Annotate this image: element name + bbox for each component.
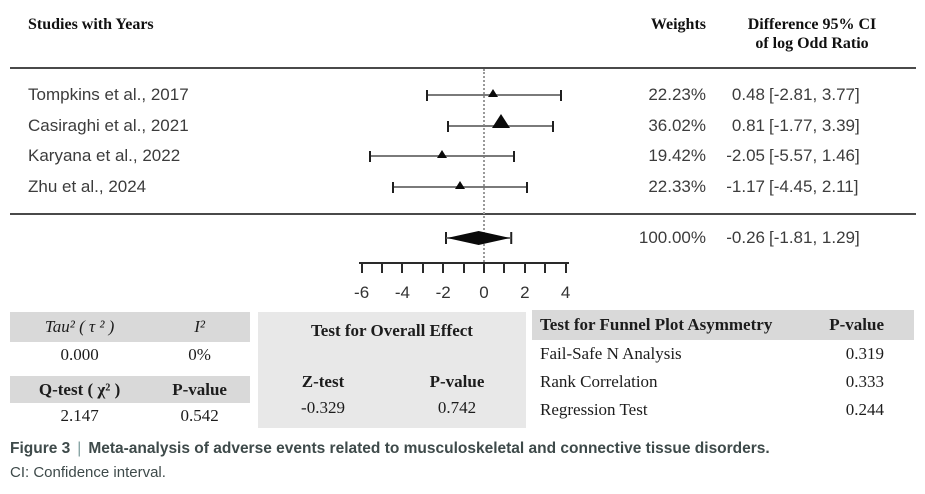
studies-column-header: Studies with Years <box>28 16 154 33</box>
study-ci: [-4.45, 2.11] <box>769 177 859 196</box>
study-weight: 22.33% <box>648 177 706 196</box>
x-axis-tick-label: -4 <box>394 283 410 302</box>
study-name: Casiraghi et al., 2021 <box>28 116 189 135</box>
summary-divider-rule <box>10 213 916 215</box>
overall-effect-title: Test for Overall Effect <box>311 321 473 340</box>
x-axis-tick-label: -6 <box>354 283 370 302</box>
ci-endcap <box>526 182 529 193</box>
header-divider-rule <box>10 67 916 69</box>
study-name: Karyana et al., 2022 <box>28 146 181 165</box>
caption-title: Meta-analysis of adverse events related … <box>88 440 770 457</box>
x-axis-tick <box>442 262 445 273</box>
tau2-label: Tau² ( τ ² ) <box>44 317 115 336</box>
caption-separator: | <box>77 440 82 457</box>
qtest-pvalue: 0.542 <box>180 406 219 425</box>
study-weight: 22.23% <box>648 85 706 104</box>
funnel-test-label: Fail-Safe N Analysis <box>540 344 682 363</box>
overall-diamond <box>445 231 513 245</box>
study-ci: [-1.77, 3.39] <box>769 116 860 135</box>
qtest-value: 2.147 <box>60 406 99 425</box>
funnel-title: Test for Funnel Plot Asymmetry <box>540 315 773 334</box>
qtest-label: Q-test ( χ² ) <box>38 380 121 399</box>
heterogeneity-table: Tau² ( τ ² ) I² 0.000 0% Q-test ( χ² ) P… <box>10 312 250 429</box>
figure-caption-note: CI: Confidence interval. <box>10 464 166 481</box>
ztest-value: -0.329 <box>301 398 345 417</box>
funnel-row: Rank Correlation 0.333 <box>532 368 914 396</box>
study-ci: [-5.57, 1.46] <box>769 146 860 165</box>
heterogeneity-value-row: 0.000 0% <box>10 342 250 368</box>
qtest-pvalue-label: P-value <box>172 380 227 399</box>
figure-label: Figure 3 <box>10 440 71 457</box>
funnel-test-label: Rank Correlation <box>540 372 658 391</box>
x-axis-tick <box>523 262 526 273</box>
study-estimate: -1.17 <box>726 177 765 196</box>
overall-estimate: -0.26 <box>726 228 765 247</box>
ci-endcap <box>552 121 555 132</box>
table-gap <box>10 368 250 376</box>
ci-endcap <box>446 121 449 132</box>
difference-column-header-line1: Difference 95% CI <box>747 16 877 33</box>
x-axis-tick-label: 2 <box>520 283 530 302</box>
i2-value: 0% <box>188 345 211 364</box>
x-axis-tick <box>462 262 465 273</box>
funnel-test-pvalue: 0.319 <box>845 344 884 363</box>
ci-endcap <box>369 151 372 162</box>
funnel-row: Fail-Safe N Analysis 0.319 <box>532 340 914 368</box>
figure-caption: Figure 3 | Meta-analysis of adverse events… <box>10 440 915 458</box>
x-axis-tick-label: 0 <box>479 283 489 302</box>
ztest-pvalue: 0.742 <box>437 398 477 417</box>
x-axis-tick <box>421 262 424 273</box>
funnel-test-label: Regression Test <box>540 400 648 419</box>
funnel-row: Regression Test 0.244 <box>532 396 914 424</box>
ci-endcap <box>425 90 428 101</box>
x-axis-tick <box>564 262 567 273</box>
overall-weight: 100.00% <box>638 228 706 247</box>
study-ci: [-2.81, 3.77] <box>769 85 860 104</box>
study-estimate: 0.81 <box>731 116 765 135</box>
weights-column-header: Weights <box>650 16 706 33</box>
heterogeneity-header-row: Tau² ( τ ² ) I² <box>10 312 250 342</box>
funnel-asymmetry-table: Test for Funnel Plot Asymmetry P-value F… <box>532 310 914 424</box>
x-axis-tick-label: -2 <box>435 283 451 302</box>
x-axis-tick <box>360 262 363 273</box>
ci-endcap <box>512 151 515 162</box>
effect-marker-triangle <box>437 150 448 158</box>
study-weight: 36.02% <box>648 116 706 135</box>
study-name: Zhu et al., 2024 <box>28 177 147 196</box>
tau2-value: 0.000 <box>60 345 99 364</box>
study-name: Tompkins et al., 2017 <box>28 85 189 104</box>
x-axis-tick <box>544 262 547 273</box>
ci-endcap <box>392 182 395 193</box>
zero-reference-line <box>483 69 485 273</box>
qtest-value-row: 2.147 0.542 <box>10 403 250 429</box>
effect-marker-triangle <box>454 181 465 189</box>
x-axis-tick <box>381 262 383 273</box>
study-estimate: 0.48 <box>731 85 765 104</box>
x-axis-tick <box>483 262 485 273</box>
funnel-header-row: Test for Funnel Plot Asymmetry P-value <box>532 310 914 340</box>
x-axis-tick <box>503 262 506 273</box>
study-weight: 19.42% <box>648 146 706 165</box>
effect-marker-triangle <box>491 114 510 128</box>
study-estimate: -2.05 <box>726 146 765 165</box>
x-axis-tick <box>401 262 404 273</box>
overall-ci: [-1.81, 1.29] <box>769 228 860 247</box>
i2-label: I² <box>194 317 205 336</box>
funnel-test-pvalue: 0.333 <box>845 372 884 391</box>
ci-endcap <box>559 90 562 101</box>
ztest-pvalue-label: P-value <box>429 372 485 391</box>
funnel-test-pvalue: 0.244 <box>845 400 884 419</box>
effect-marker-triangle <box>488 89 499 97</box>
ztest-label: Z-test <box>301 372 345 391</box>
qtest-header-row: Q-test ( χ² ) P-value <box>10 376 250 403</box>
x-axis-tick-label: 4 <box>560 283 571 302</box>
difference-column-header-line2: of log Odd Ratio <box>755 35 869 52</box>
overall-effect-table: Test for Overall Effect Z-test P-value -… <box>258 312 526 428</box>
funnel-pvalue-label: P-value <box>829 315 884 334</box>
